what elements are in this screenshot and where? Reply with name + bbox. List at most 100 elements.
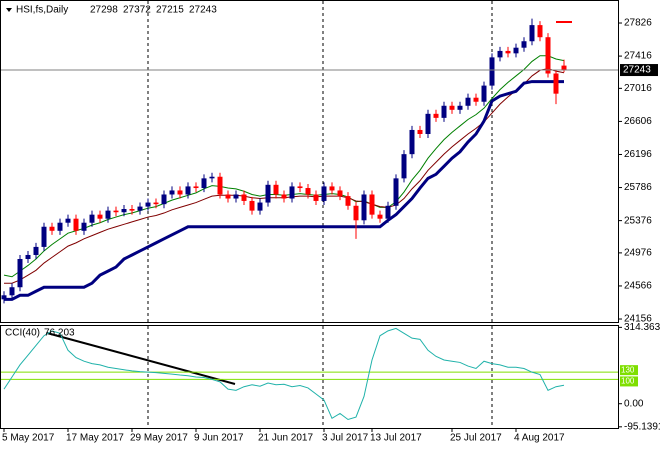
candle-body	[505, 50, 511, 54]
candle-body	[1, 295, 7, 300]
candle-body	[401, 154, 407, 179]
main-frame	[0, 0, 619, 323]
candle-body	[321, 186, 327, 201]
candle-body	[137, 206, 143, 211]
level-box	[620, 365, 638, 376]
candle-body	[233, 194, 239, 199]
indicator-line	[4, 68, 565, 284]
candle-body	[313, 194, 319, 201]
candle-body	[273, 184, 279, 195]
candle-body	[329, 186, 335, 191]
candle-body	[553, 73, 559, 94]
candle-body	[97, 214, 103, 219]
candle-body	[17, 259, 23, 288]
candle-body	[281, 194, 287, 199]
candle-body	[537, 25, 543, 38]
candle-body	[297, 186, 303, 189]
candle-body	[393, 178, 399, 206]
candle-body	[121, 209, 127, 213]
candle-body	[57, 222, 63, 231]
candle-body	[209, 176, 215, 179]
trend-line	[46, 332, 236, 385]
x-tick-label: 3 Jul 2017	[322, 433, 369, 444]
candle-body	[377, 214, 383, 219]
candle-body	[457, 105, 463, 110]
candle-body	[473, 97, 479, 102]
chart-title: HSI,fs,Daily	[16, 5, 68, 16]
y-tick-label: 24566	[624, 281, 652, 292]
level-label: 130	[621, 365, 635, 374]
header-value: 27372	[123, 5, 151, 16]
candle-body	[441, 105, 447, 118]
candle-body	[369, 194, 375, 215]
y-tick-label: 25786	[624, 182, 652, 193]
candle-body	[529, 25, 535, 42]
current-price-label: 27243	[623, 65, 651, 76]
candle-body	[25, 254, 31, 260]
candle-body	[433, 113, 439, 118]
candle-body	[49, 226, 55, 231]
candle-body	[105, 210, 111, 219]
candle-body	[193, 186, 199, 189]
x-tick-label: 4 Aug 2017	[514, 433, 565, 444]
header-value: 27243	[189, 5, 217, 16]
cci-value: 76.203	[44, 328, 75, 339]
y-tick-label: 314.3633	[624, 322, 660, 333]
y-tick-label: 26196	[624, 149, 652, 160]
candle-body	[185, 186, 191, 195]
candle-body	[513, 47, 519, 54]
candle-body	[305, 188, 311, 195]
y-tick-label: 0.00	[624, 398, 644, 409]
level-label: 100	[621, 377, 635, 386]
candle-body	[545, 37, 551, 74]
candle-body	[425, 113, 431, 134]
current-price-box	[620, 64, 658, 77]
candle-body	[9, 287, 15, 296]
candle-body	[289, 186, 295, 199]
header-value: 27215	[156, 5, 184, 16]
candle-body	[177, 190, 183, 195]
y-tick-label: 27016	[624, 83, 652, 94]
candle-body	[145, 202, 151, 207]
candle-body	[161, 194, 167, 205]
candle-body	[257, 202, 263, 211]
candle-body	[265, 184, 271, 203]
candle-body	[81, 222, 87, 231]
y-tick-label: 24156	[624, 314, 652, 325]
candle-body	[169, 190, 175, 195]
candle-body	[129, 209, 135, 211]
candle-body	[409, 129, 415, 155]
indicator-line	[4, 80, 564, 301]
candle-body	[345, 196, 351, 206]
candle-body	[465, 97, 471, 106]
y-tick-label: -95.1391	[624, 421, 660, 432]
cci-line	[3, 327, 565, 421]
candle-body	[225, 194, 231, 199]
x-tick-label: 25 Jul 2017	[450, 433, 502, 444]
x-tick-label: 21 Jun 2017	[258, 433, 313, 444]
candle-body	[217, 176, 223, 195]
candle-body	[481, 85, 487, 102]
candle-body	[33, 246, 39, 255]
candle-body	[449, 105, 455, 110]
y-tick-label: 24976	[624, 248, 652, 259]
candle-body	[201, 178, 207, 189]
header-value: 27298	[90, 5, 118, 16]
y-tick-label: 25376	[624, 215, 652, 226]
level-box	[620, 376, 638, 387]
candle-body	[417, 129, 423, 134]
candle-body	[89, 214, 95, 223]
menu-icon	[6, 8, 12, 12]
y-tick-label: 27826	[624, 18, 652, 29]
candle-body	[65, 218, 71, 223]
cci-frame	[0, 325, 619, 429]
candle-body	[241, 194, 247, 201]
candle-body	[41, 226, 47, 247]
candle-body	[497, 50, 503, 58]
x-tick-label: 13 Jul 2017	[370, 433, 422, 444]
x-tick-label: 5 May 2017	[2, 433, 55, 444]
y-tick-label: 26606	[624, 116, 652, 127]
candle-body	[521, 41, 527, 48]
candle-body	[249, 200, 255, 211]
